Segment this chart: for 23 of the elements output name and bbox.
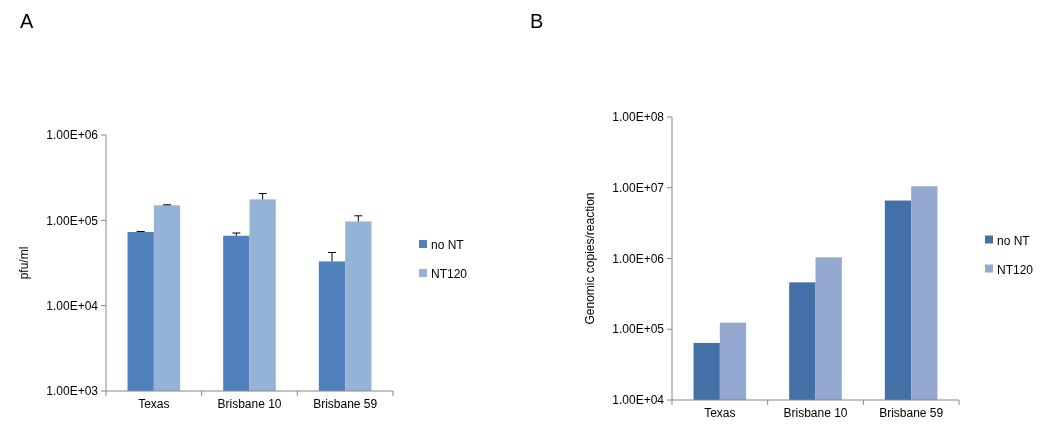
x-tick-label: Texas: [704, 406, 736, 420]
y-tick-label: 1.00E+06: [46, 128, 99, 143]
y-axis-title: Genomic copies/reaction: [583, 192, 597, 325]
y-tick-label: 1.00E+04: [612, 393, 665, 408]
y-tick-label: 1.00E+06: [612, 251, 665, 266]
x-tick-label: Brisbane 59: [879, 406, 944, 420]
chart-title: A: [20, 10, 34, 32]
legend-label: NT120: [431, 267, 468, 282]
chart-title: B: [530, 10, 544, 32]
y-tick-label: 1.00E+03: [46, 384, 99, 399]
x-tick-label: Brisbane 10: [783, 406, 848, 420]
y-tick-label: 1.00E+08: [612, 110, 665, 125]
x-tick-label: Texas: [138, 397, 170, 411]
y-tick-label: 1.00E+05: [612, 322, 665, 337]
y-tick-label: 1.00E+05: [46, 213, 99, 228]
x-tick-label: Brisbane 10: [217, 397, 282, 411]
legend-label: NT120: [997, 262, 1034, 277]
legend-label: no NT: [431, 238, 465, 253]
y-tick-label: 1.00E+04: [46, 298, 99, 313]
x-tick-label: Brisbane 59: [313, 397, 378, 411]
y-axis-title: pfu/ml: [17, 246, 31, 280]
y-tick-label: 1.00E+07: [612, 180, 665, 195]
legend-label: no NT: [997, 233, 1031, 248]
